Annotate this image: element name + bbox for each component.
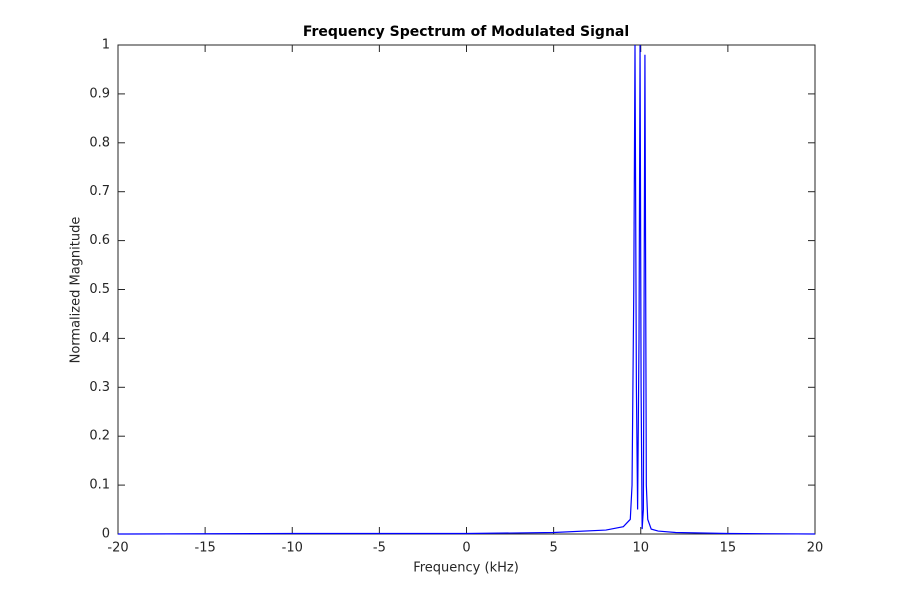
x-tick-label: 15	[720, 541, 737, 556]
x-tick-label: 0	[462, 541, 470, 556]
y-tick-label: 0	[102, 527, 110, 542]
chart-title: Frequency Spectrum of Modulated Signal	[303, 24, 629, 40]
y-axis-label: Normalized Magnitude	[69, 217, 84, 364]
y-tick-label: 0.6	[89, 233, 110, 248]
x-tick-label: 10	[632, 541, 649, 556]
x-tick-label: 5	[549, 541, 557, 556]
y-tick-label: 0.2	[89, 429, 110, 444]
y-tick-label: 0.3	[89, 380, 110, 395]
y-tick-label: 0.8	[89, 135, 110, 150]
series-line	[117, 44, 816, 535]
plot-box	[117, 44, 816, 535]
x-tick-label: -20	[107, 541, 128, 556]
y-tick-label: 0.4	[89, 331, 110, 346]
x-tick-label: -15	[195, 541, 216, 556]
x-tick-label: 20	[807, 541, 824, 556]
y-tick-label: 0.9	[89, 86, 110, 101]
x-axis-label: Frequency (kHz)	[413, 561, 519, 576]
y-tick-label: 0.1	[89, 478, 110, 493]
y-tick-label: 0.7	[89, 184, 110, 199]
y-tick-label: 1	[102, 38, 110, 53]
x-tick-label: -5	[373, 541, 386, 556]
y-tick-label: 0.5	[89, 282, 110, 297]
x-tick-label: -10	[282, 541, 303, 556]
